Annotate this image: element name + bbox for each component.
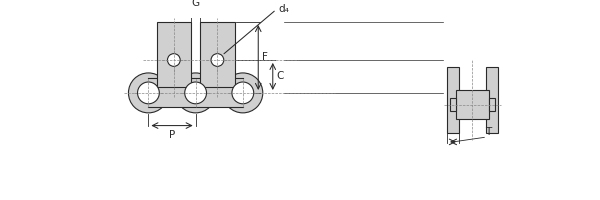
- Text: d₄: d₄: [278, 4, 289, 14]
- Bar: [148, 78, 196, 107]
- Circle shape: [128, 73, 169, 113]
- Bar: [489, 98, 495, 111]
- Circle shape: [137, 82, 160, 104]
- Bar: [450, 98, 456, 111]
- Text: G: G: [191, 0, 200, 8]
- Circle shape: [167, 54, 180, 66]
- Circle shape: [176, 73, 215, 113]
- Circle shape: [223, 73, 263, 113]
- Text: C: C: [277, 71, 284, 81]
- Circle shape: [232, 82, 254, 104]
- Text: T: T: [485, 127, 491, 137]
- Bar: [447, 67, 459, 133]
- Bar: [196, 78, 243, 107]
- Bar: [486, 67, 498, 133]
- Bar: [200, 22, 235, 87]
- Text: P: P: [169, 130, 175, 140]
- Circle shape: [211, 54, 224, 66]
- Bar: [157, 22, 191, 87]
- Text: F: F: [262, 52, 268, 62]
- Bar: [456, 90, 489, 119]
- Circle shape: [185, 82, 206, 104]
